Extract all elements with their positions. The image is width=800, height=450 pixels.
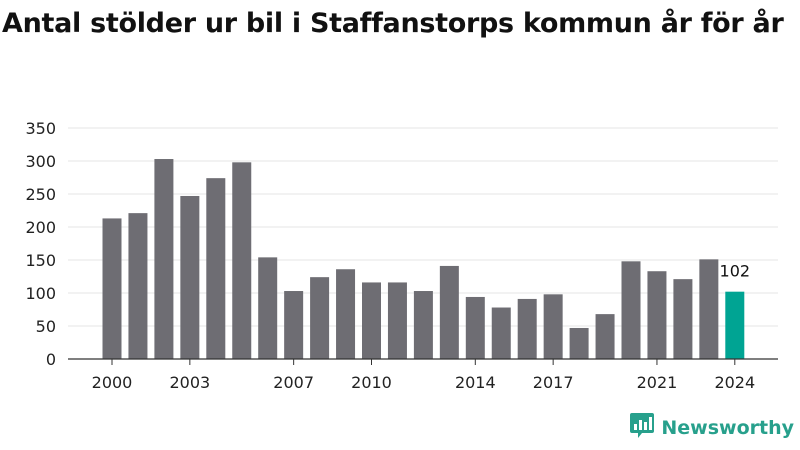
newsworthy-logo: Newsworthy [629, 411, 794, 444]
bars [102, 159, 745, 359]
bar-2007 [284, 291, 304, 359]
x-tick-label: 2021 [637, 373, 678, 392]
bar-2006 [258, 257, 278, 359]
x-tick-label: 2014 [455, 373, 496, 392]
bar-2003 [180, 195, 200, 359]
x-tick-label: 2017 [533, 373, 574, 392]
labels: 0 50 100 150 200 250 300 350 2000 2003 2007 2010 201… [25, 119, 755, 392]
x-tick-label: 2003 [169, 373, 210, 392]
bar-2017 [543, 294, 563, 359]
bar-2005 [232, 162, 252, 359]
y-tick-label: 250 [25, 185, 56, 204]
bar-2024 [725, 291, 745, 359]
bar-2002 [154, 159, 174, 359]
brand-name: Newsworthy [661, 416, 794, 439]
y-tick-label: 150 [25, 251, 56, 270]
y-tick-label: 350 [25, 119, 56, 138]
axes [68, 358, 778, 365]
y-tick-label: 0 [46, 350, 56, 369]
bar-2019 [595, 314, 615, 359]
bar-2021 [647, 271, 667, 359]
bar-2020 [621, 261, 641, 359]
bar-2014 [465, 296, 485, 359]
bar-2016 [517, 298, 537, 359]
x-tick-label: 2024 [714, 373, 755, 392]
bar-2010 [362, 282, 381, 359]
bar-2000 [102, 218, 122, 359]
data-label-2024: 102 [720, 262, 751, 281]
bar-chart-pin-icon [629, 411, 655, 444]
bar-2012 [413, 291, 433, 359]
bar-2013 [439, 265, 459, 359]
bar-2022 [673, 279, 693, 359]
chart-title: Antal stölder ur bil i Staffanstorps kom… [2, 8, 784, 39]
y-tick-label: 200 [25, 218, 56, 237]
bar-2023 [699, 259, 719, 359]
y-tick-label: 300 [25, 152, 56, 171]
y-tick-label: 50 [36, 317, 56, 336]
bar-2015 [491, 307, 511, 359]
x-tick-label: 2000 [92, 373, 133, 392]
bar-2001 [128, 213, 148, 359]
x-tick-label: 2010 [351, 373, 392, 392]
y-tick-label: 100 [25, 284, 56, 303]
bar-2004 [206, 178, 226, 359]
bar-2009 [336, 269, 356, 359]
x-tick-label: 2007 [273, 373, 314, 392]
bar-2011 [387, 282, 407, 359]
bar-2018 [569, 327, 589, 359]
bar-2008 [310, 277, 330, 359]
